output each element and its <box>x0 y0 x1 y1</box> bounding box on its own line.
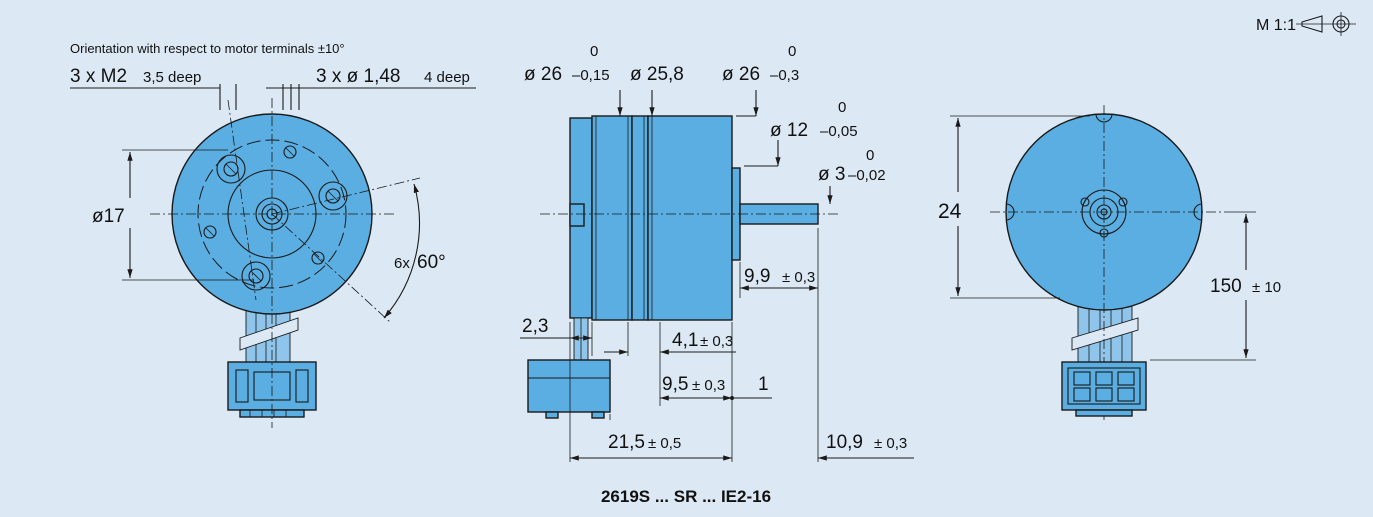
angle-arc <box>383 183 421 319</box>
holes-d148-depth-label: 4 deep <box>424 69 470 86</box>
end-length-tol: ± 0,3 <box>874 435 907 452</box>
d1-label: ø 26 <box>524 64 562 85</box>
dim-b-tol: ± 0,3 <box>692 377 725 394</box>
rear-height-label: 24 <box>938 200 962 223</box>
notch-top <box>1095 113 1113 123</box>
shaft-length-label: 9,9 <box>744 266 770 287</box>
m2-hole-bottom <box>241 261 271 291</box>
side-view <box>527 115 819 419</box>
dim-b-label: 9,5 <box>662 374 688 395</box>
d4-tol-lower: –0,05 <box>820 123 858 140</box>
holes-m2-depth-label: 3,5 deep <box>143 69 201 86</box>
bolt-circle-label: ø17 <box>92 206 125 227</box>
small-hole-right <box>311 251 325 265</box>
flange-thickness-label: 2,3 <box>522 316 548 337</box>
holes-m2-label: 3 x M2 <box>70 66 127 87</box>
cable-length-tol: ± 10 <box>1252 279 1281 296</box>
orientation-note: Orientation with respect to motor termin… <box>70 41 345 56</box>
d5-tol-lower: –0,02 <box>848 167 886 184</box>
d1-tol-upper: 0 <box>590 43 598 60</box>
dim-a-label: 4,1 <box>672 330 698 351</box>
end-length-label: 10,9 <box>826 432 863 453</box>
cable-length-label: 150 <box>1210 276 1242 297</box>
angle-multiplier-label: 6x <box>394 255 410 272</box>
dim-c-label: 1 <box>758 374 769 395</box>
drawing-caption: 2619S ... SR ... IE2-16 <box>601 487 771 506</box>
holes-d148-label: 3 x ø 1,48 <box>316 66 401 87</box>
d3-tol-upper: 0 <box>788 43 796 60</box>
d5-tol-upper: 0 <box>866 147 874 164</box>
small-hole-left <box>203 225 217 239</box>
d1-tol-lower: –0,15 <box>572 67 610 84</box>
projection-symbol-icon <box>1296 12 1356 36</box>
shaft-length-tol: ± 0,3 <box>782 269 815 286</box>
total-length-tol: ± 0,5 <box>648 435 681 452</box>
total-length-label: 21,5 <box>608 432 645 453</box>
small-hole-top <box>283 145 297 159</box>
d4-tol-upper: 0 <box>838 99 846 116</box>
scale-label: M 1:1 <box>1256 17 1296 34</box>
d3-label: ø 26 <box>722 64 760 85</box>
m2-hole-top <box>216 154 246 184</box>
d3-tol-lower: –0,3 <box>770 67 799 84</box>
dim-a-tol: ± 0,3 <box>700 333 733 350</box>
rear-connector <box>1061 361 1147 417</box>
d2-label: ø 25,8 <box>630 64 684 85</box>
angle-label: 60° <box>417 252 446 273</box>
d5-label: ø 3 <box>818 164 845 185</box>
d4-label: ø 12 <box>770 120 808 141</box>
